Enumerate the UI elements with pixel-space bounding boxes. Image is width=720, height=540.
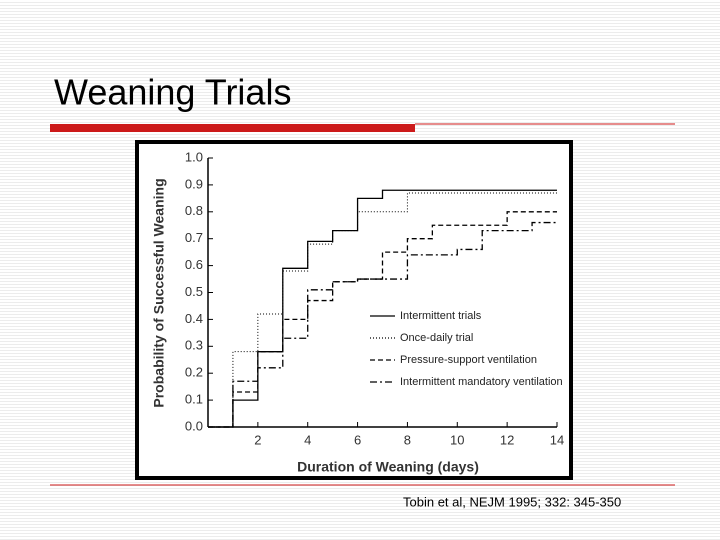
x-axis-label: Duration of Weaning (days): [297, 459, 479, 475]
y-tick-label: 0.7: [185, 230, 203, 245]
x-tick-label: 8: [404, 432, 411, 447]
series-line: [208, 192, 557, 428]
x-tick-label: 10: [450, 432, 464, 447]
y-tick-label: 0.3: [185, 338, 203, 353]
y-tick-label: 0.5: [185, 284, 203, 299]
y-tick-label: 0.0: [185, 418, 203, 433]
legend-label: Intermittent mandatory ventilation: [400, 376, 563, 388]
x-tick-label: 2: [254, 432, 261, 447]
citation: Tobin et al, NEJM 1995; 332: 345-350: [403, 494, 621, 509]
x-tick-label: 6: [354, 432, 361, 447]
y-tick-label: 0.1: [185, 392, 203, 407]
y-tick-label: 0.6: [185, 257, 203, 272]
y-axis-label: Probability of Successful Weaning: [151, 178, 167, 407]
legend-label: Once-daily trial: [400, 332, 474, 344]
title-bar: [50, 124, 415, 132]
legend: Intermittent trials Once-daily trial Press…: [400, 310, 570, 398]
series-line: [208, 221, 557, 428]
x-tick-label: 14: [550, 432, 564, 447]
y-tick-label: 1.0: [185, 149, 203, 164]
x-tick-label: 12: [500, 432, 514, 447]
y-tick-label: 0.4: [185, 311, 203, 326]
chart-frame: [135, 140, 573, 480]
y-tick-label: 0.9: [185, 176, 203, 191]
slide-title: Weaning Trials: [54, 72, 291, 113]
legend-label: Intermittent trials: [400, 310, 482, 322]
legend-label: Pressure-support ventilation: [400, 354, 537, 366]
y-tick-label: 0.8: [185, 203, 203, 218]
x-tick-label: 4: [304, 432, 311, 447]
series-line: [208, 211, 557, 428]
y-tick-label: 0.2: [185, 365, 203, 380]
